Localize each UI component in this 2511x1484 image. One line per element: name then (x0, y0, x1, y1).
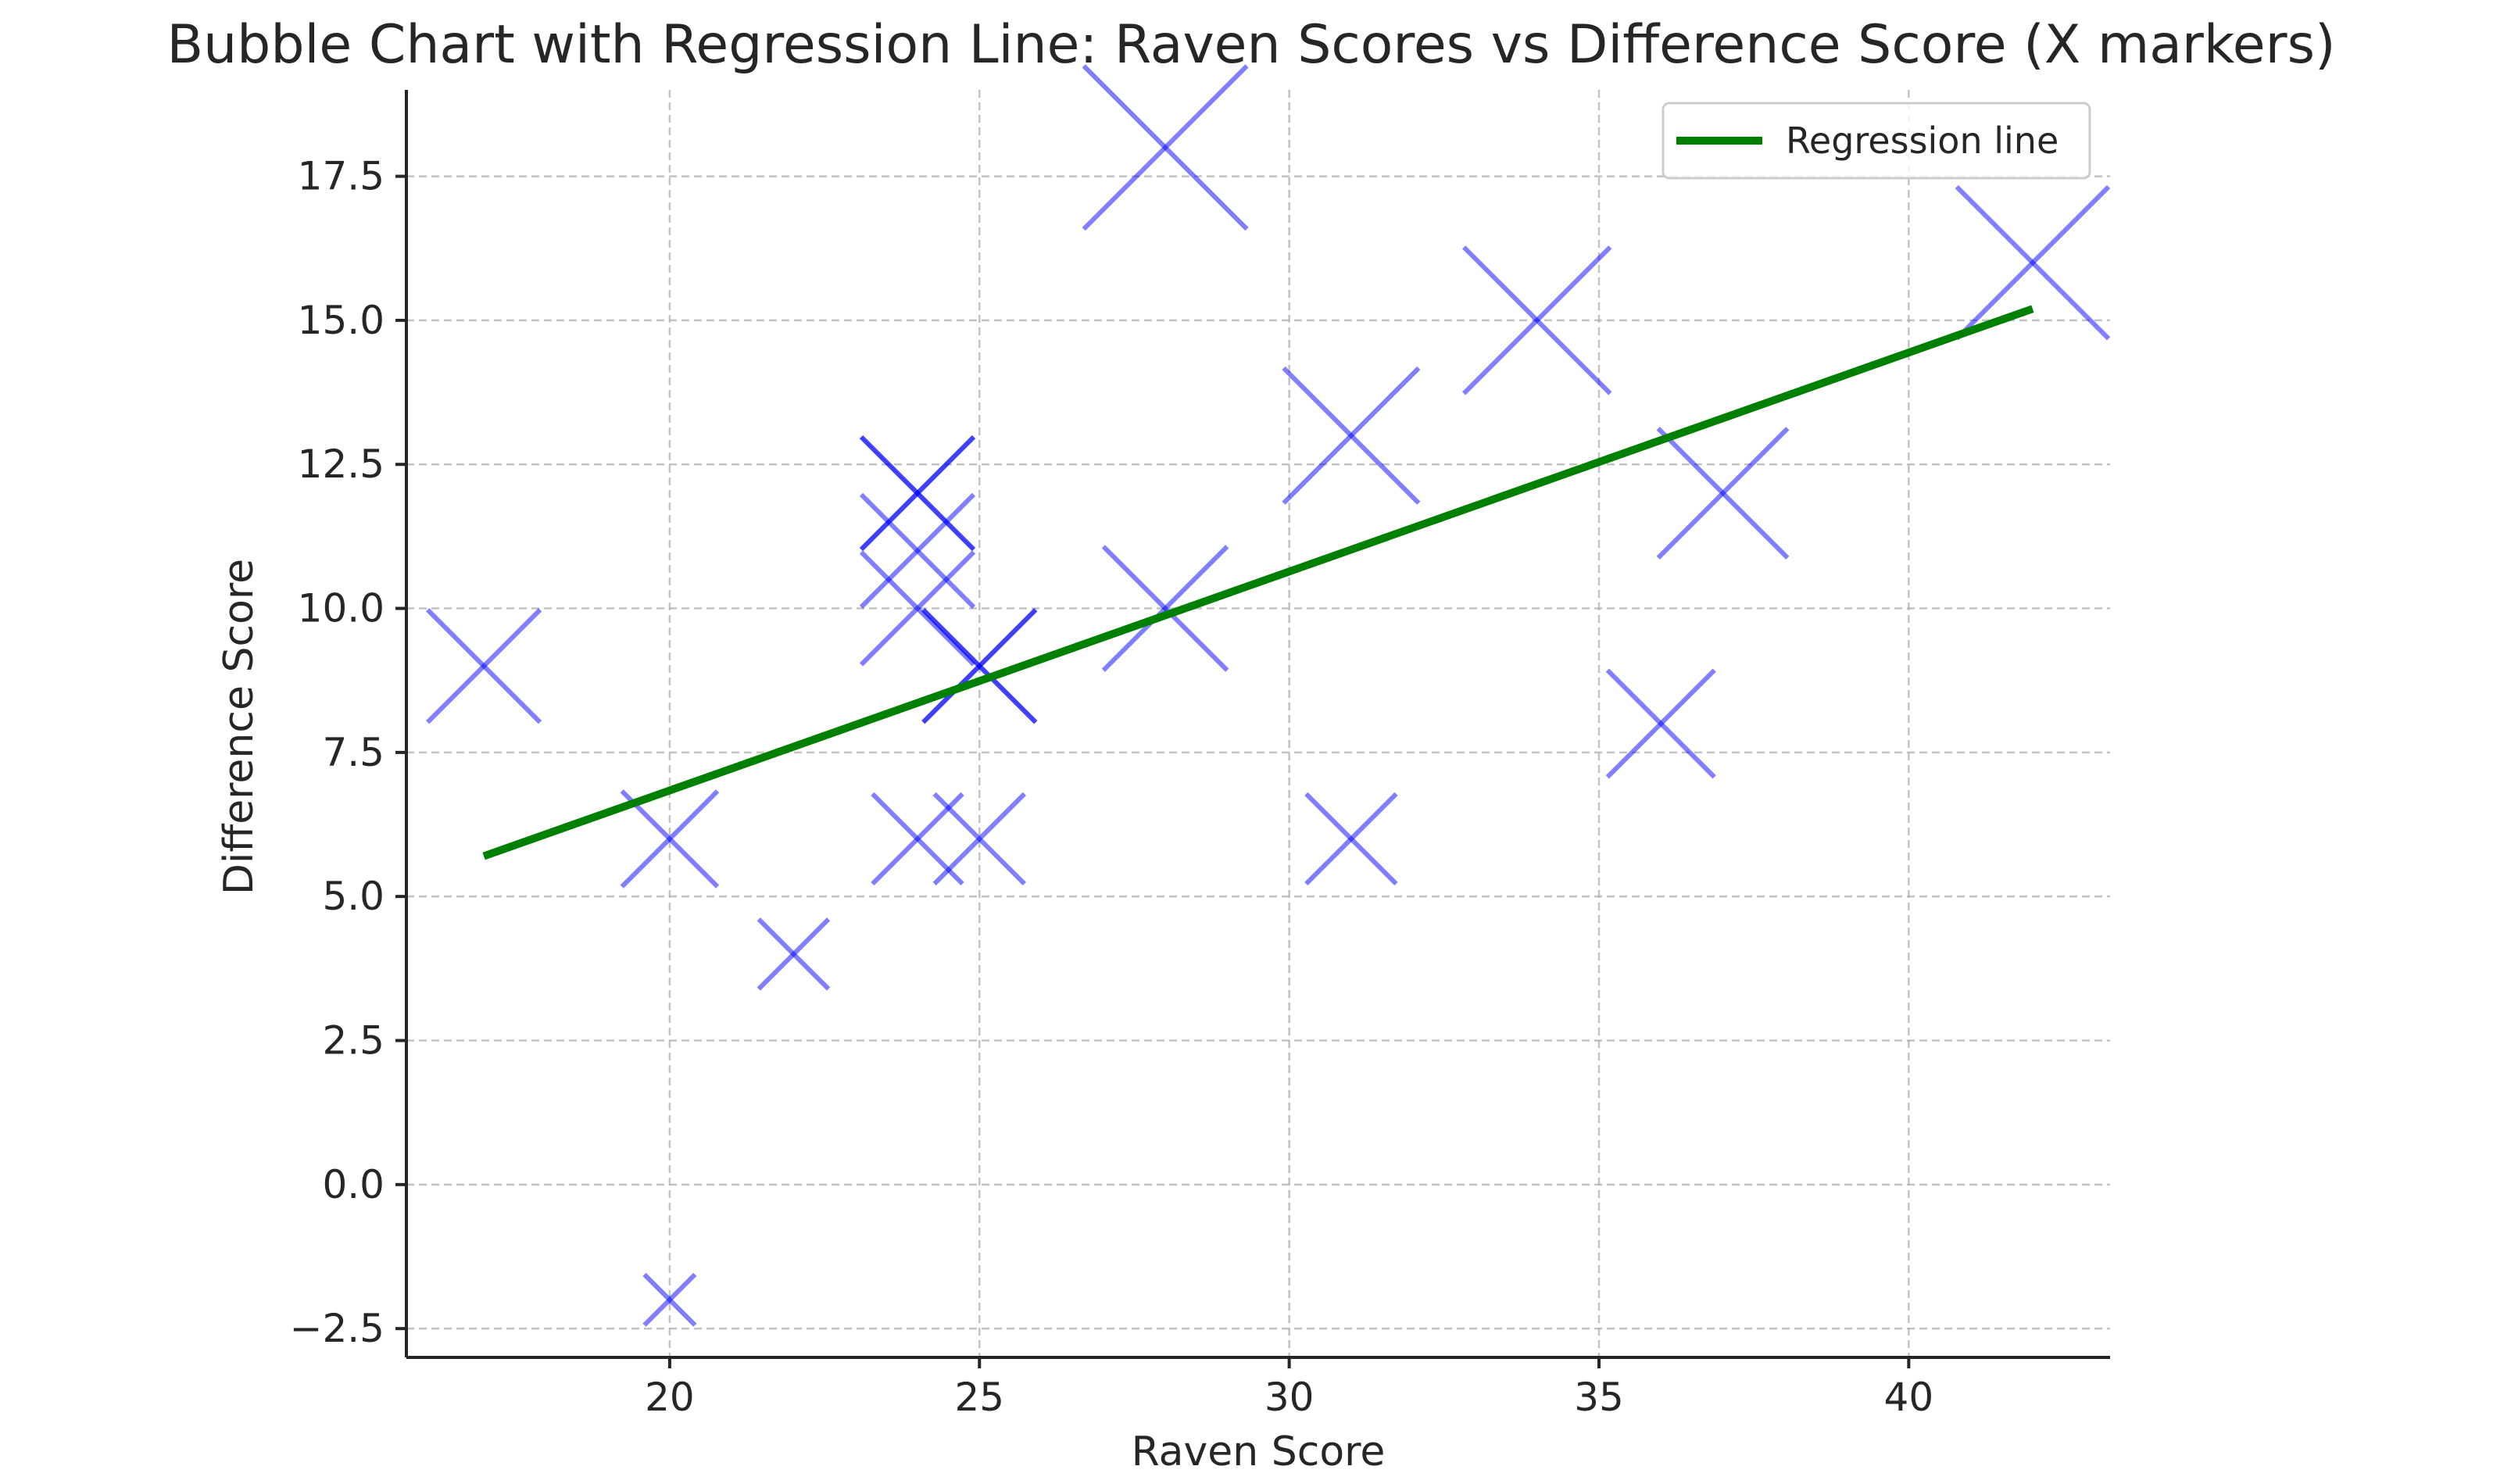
grid-layer (406, 90, 2110, 1357)
y-tick-label: 15.0 (298, 298, 385, 343)
data-point-x-marker (1462, 245, 1612, 395)
data-point-x-marker (425, 608, 542, 724)
data-point-x-marker (859, 550, 976, 667)
regression-layer (482, 305, 2034, 860)
chart-title: Bubble Chart with Regression Line: Raven… (166, 14, 2335, 76)
x-tick-label: 25 (954, 1375, 1004, 1420)
data-point-x-marker (1082, 64, 1249, 231)
data-point-x-marker (1101, 545, 1229, 672)
legend: Regression line (1661, 102, 2091, 180)
data-point-x-marker (1656, 427, 1790, 560)
x-tick-label: 30 (1264, 1375, 1315, 1420)
x-axis-label: Raven Score (1132, 1429, 1386, 1475)
marker-layer (425, 64, 2111, 1327)
x-tick-label: 20 (645, 1375, 695, 1420)
y-axis-label: Difference Score (216, 559, 263, 895)
axes-layer: 20 25 30 35 40 −2.5 0.0 2.5 5.0 7.5 10.0 12.5 15.0 17… (290, 90, 2110, 1420)
y-tick-label: 7.5 (322, 730, 385, 775)
data-point-x-marker (932, 792, 1026, 886)
y-tick-label: 2.5 (322, 1018, 385, 1064)
y-tick-label: 0.0 (322, 1162, 385, 1207)
data-point-x-marker (1282, 366, 1421, 505)
data-point-x-marker (859, 434, 976, 552)
legend-regression-label: Regression line (1786, 120, 2059, 162)
data-point-x-marker (1304, 792, 1398, 886)
data-point-x-marker (1955, 184, 2111, 341)
y-tick-label: 5.0 (322, 874, 385, 919)
data-point-x-marker (642, 1272, 697, 1327)
data-point-x-marker (921, 608, 1038, 724)
data-point-x-marker (620, 789, 720, 889)
y-tick-label: −2.5 (290, 1306, 385, 1351)
data-point-x-marker (859, 492, 976, 609)
x-tick-label: 40 (1884, 1375, 1934, 1420)
x-tick-label: 35 (1574, 1375, 1624, 1420)
data-point-x-marker (1605, 668, 1716, 779)
data-point-x-marker (757, 917, 831, 991)
legend-box (1661, 102, 2091, 180)
y-tick-label: 17.5 (298, 154, 385, 199)
regression-line (482, 305, 2034, 860)
y-tick-label: 10.0 (298, 586, 385, 631)
y-tick-label: 12.5 (298, 442, 385, 487)
